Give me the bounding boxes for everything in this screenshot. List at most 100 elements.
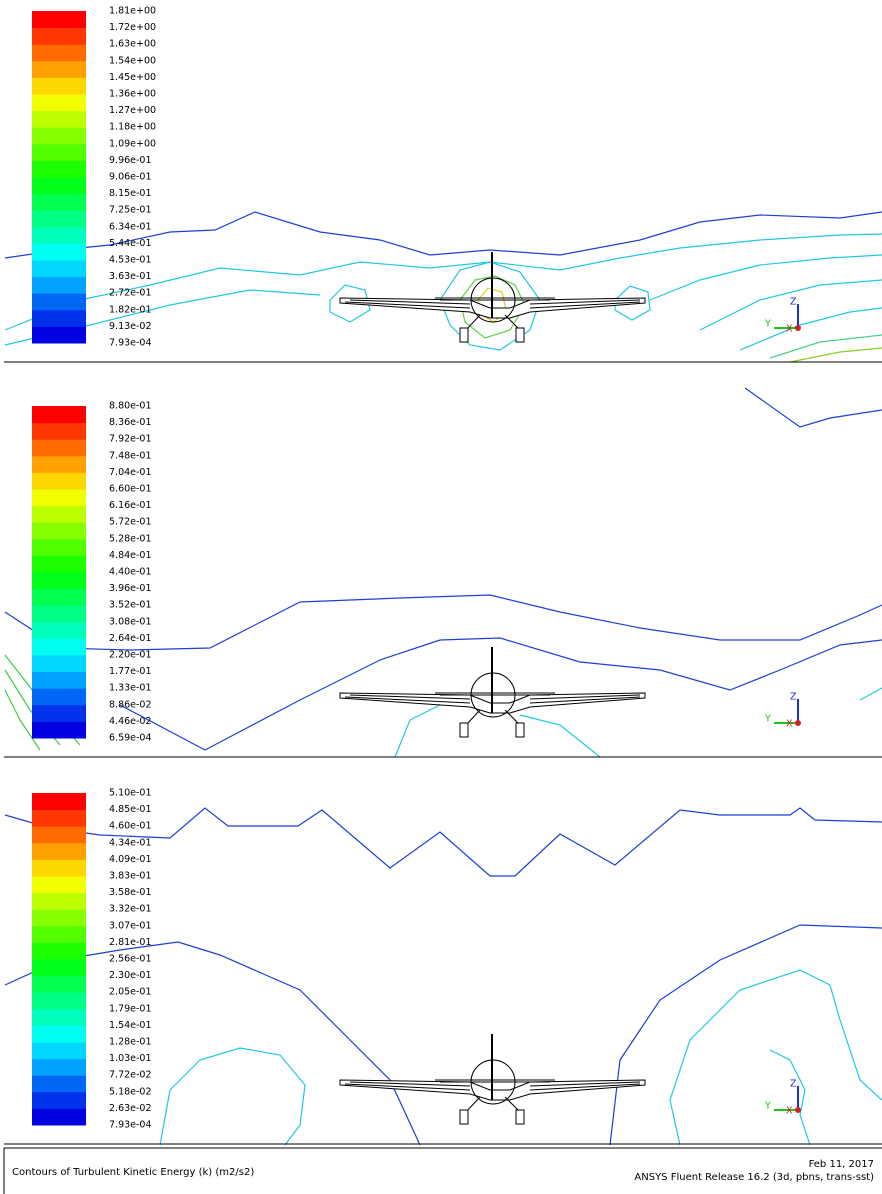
colorbar-label: 2.56e-01	[109, 954, 152, 965]
colorbar-label: 4.84e-01	[109, 550, 152, 561]
colorbar-label: 8.36e-01	[109, 417, 152, 428]
colorbar-band	[32, 406, 86, 424]
axis-label: Z	[790, 297, 797, 308]
colorbar-label: 3.07e-01	[109, 920, 152, 931]
colorbar-label: 5.18e-02	[109, 1086, 152, 1097]
caption: Contours of Turbulent Kinetic Energy (k)…	[12, 1167, 254, 1178]
colorbar-label: 1.81e+00	[109, 6, 156, 17]
colorbar-band	[32, 1075, 86, 1093]
wing-detail	[344, 694, 641, 704]
colorbar-band	[32, 538, 86, 556]
colorbar-label: 2.81e-01	[109, 937, 152, 948]
colorbar-label: 3.58e-01	[109, 887, 152, 898]
colorbar-band	[32, 793, 86, 811]
colorbar-label: 1.63e+00	[109, 39, 156, 50]
colorbar-label: 6.34e-01	[109, 221, 152, 232]
colorbar-band	[32, 439, 86, 457]
colorbar-band	[32, 143, 86, 161]
colorbar-band	[32, 638, 86, 656]
axis-label: Y	[764, 1101, 771, 1112]
colorbar-band	[32, 522, 86, 540]
x-axis	[795, 325, 801, 331]
colorbar-band	[32, 193, 86, 211]
wheel	[515, 1109, 525, 1125]
colorbar-band	[32, 489, 86, 507]
colorbar-band	[32, 472, 86, 490]
colorbar-label: 1.33e-01	[109, 683, 152, 694]
colorbar-band	[32, 422, 86, 440]
colorbar-band	[32, 110, 86, 128]
colorbar-label: 1.09e+00	[109, 138, 156, 149]
wheel	[459, 722, 469, 738]
colorbar-label: 4.09e-01	[109, 854, 152, 865]
colorbar-label: 6.60e-01	[109, 484, 152, 495]
colorbar-band	[32, 671, 86, 689]
contour-line	[519, 714, 601, 758]
axis-label: Y	[764, 319, 771, 330]
colorbar-band	[32, 60, 86, 78]
colorbar-label: 7.92e-01	[109, 434, 152, 445]
date: Feb 11, 2017	[809, 1159, 874, 1170]
colorbar-label: 9.06e-01	[109, 172, 152, 183]
colorbar-band	[32, 309, 86, 327]
colorbar-label: 7.04e-01	[109, 467, 152, 478]
axis-label: Z	[790, 692, 797, 703]
colorbar-band	[32, 572, 86, 590]
x-axis	[795, 1107, 801, 1113]
colorbar-label: 1.72e+00	[109, 22, 156, 33]
colorbar-band	[32, 1091, 86, 1109]
colorbar-label: 7.72e-02	[109, 1070, 152, 1081]
colorbar-band	[32, 704, 86, 722]
contour-line	[614, 285, 651, 321]
colorbar-band	[32, 826, 86, 844]
colorbar-band	[32, 876, 86, 894]
colorbar-band	[32, 326, 86, 344]
axis-label: Y	[764, 714, 771, 725]
colorbar-band	[32, 210, 86, 228]
colorbar-label: 1.36e+00	[109, 89, 156, 100]
contour-line	[4, 807, 882, 877]
contour-line	[739, 307, 882, 351]
colorbar-band	[32, 721, 86, 739]
colorbar-band	[32, 77, 86, 95]
colorbar-label: 3.08e-01	[109, 616, 152, 627]
colorbar-label: 8.86e-02	[109, 699, 152, 710]
colorbar-band	[32, 226, 86, 244]
contour-line	[859, 687, 882, 701]
colorbar-band	[32, 655, 86, 673]
colorbar-band	[32, 276, 86, 294]
colorbar-label: 7.25e-01	[109, 205, 152, 216]
colorbar-band	[32, 809, 86, 827]
colorbar-band	[32, 260, 86, 278]
colorbar-band	[32, 605, 86, 623]
colorbar-label: 6.59e-04	[109, 733, 152, 744]
colorbar-label: 3.96e-01	[109, 583, 152, 594]
colorbar-label: 3.63e-01	[109, 271, 152, 282]
colorbar-band	[32, 842, 86, 860]
colorbar-band	[32, 588, 86, 606]
wing-detail	[344, 299, 641, 309]
colorbar-label: 8.15e-01	[109, 188, 152, 199]
colorbar-label: 7.93e-04	[109, 338, 152, 349]
wheel	[515, 327, 525, 343]
colorbar-label: 1.77e-01	[109, 666, 152, 677]
colorbar-label: 1.27e+00	[109, 105, 156, 116]
colorbar-label: 2.64e-01	[109, 633, 152, 644]
colorbar-label: 4.85e-01	[109, 804, 152, 815]
colorbar-label: 2.05e-01	[109, 987, 152, 998]
colorbar-band	[32, 1058, 86, 1076]
tail	[435, 297, 555, 301]
colorbar-band	[32, 44, 86, 62]
colorbar-label: 7.48e-01	[109, 450, 152, 461]
contour-line	[699, 279, 882, 331]
colorbar-band	[32, 177, 86, 195]
colorbar-band	[32, 1008, 86, 1026]
colorbar-band	[32, 455, 86, 473]
colorbar-label: 6.16e-01	[109, 500, 152, 511]
contour-line	[769, 334, 882, 359]
colorbar-label: 3.52e-01	[109, 600, 152, 611]
colorbar-band	[32, 11, 86, 29]
colorbar-label: 8.80e-01	[109, 401, 152, 412]
aircraft	[339, 647, 646, 738]
colorbar-label: 1.54e+00	[109, 55, 156, 66]
